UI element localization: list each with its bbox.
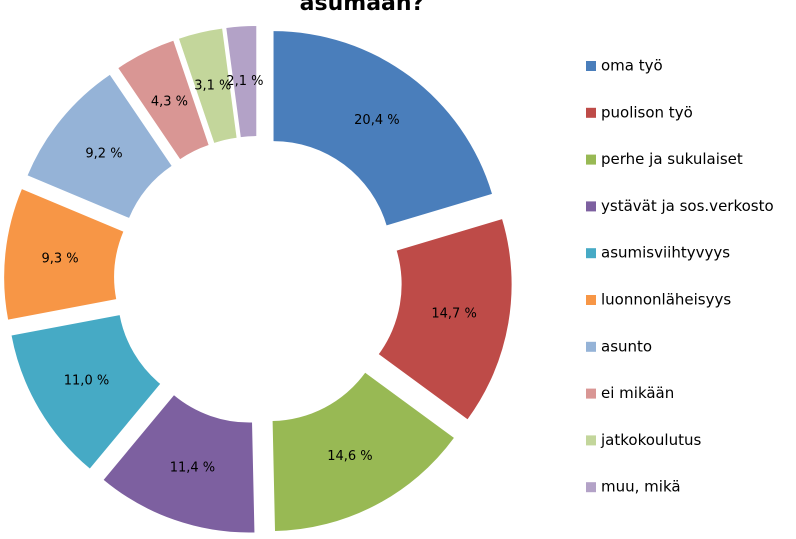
- legend-swatch: [586, 388, 596, 399]
- legend-swatch: [586, 61, 596, 71]
- donut-slice: [4, 189, 124, 320]
- legend-label: asumisviihtyvyys: [601, 244, 730, 262]
- legend-label: perhe ja sukulaiset: [601, 150, 743, 168]
- donut-slice: [272, 372, 454, 532]
- donut-slice: [11, 315, 161, 469]
- legend-swatch: [586, 482, 596, 493]
- legend-swatch: [586, 248, 596, 259]
- donut-slice: [118, 40, 209, 160]
- donut-slice: [378, 219, 512, 420]
- legend-swatch: [586, 201, 596, 212]
- legend-label: oma työ: [601, 57, 663, 75]
- chart-title: asumaan?: [300, 0, 425, 16]
- data-label: 20,4 %: [354, 113, 399, 128]
- data-label: 9,3 %: [42, 252, 79, 267]
- data-label: 11,0 %: [64, 373, 109, 388]
- donut-slice: [103, 395, 255, 533]
- legend-label: asunto: [601, 337, 652, 355]
- data-label: 3,1 %: [194, 79, 231, 94]
- data-label: 2,1 %: [226, 74, 263, 89]
- legend-swatch: [586, 107, 596, 118]
- legend-swatch: [586, 435, 596, 446]
- data-label: 14,7 %: [431, 306, 476, 321]
- donut-slice: [178, 28, 237, 143]
- legend-label: ei mikään: [601, 384, 674, 402]
- legend-label: ystävät ja sos.verkosto: [601, 197, 774, 215]
- legend-label: luonnonläheisyys: [601, 291, 731, 309]
- data-label: 4,3 %: [151, 94, 188, 109]
- donut-slice: [226, 26, 257, 138]
- legend-swatch: [586, 341, 596, 352]
- donut-slice: [27, 74, 172, 218]
- legend-swatch: [586, 154, 596, 165]
- donut-slice: [273, 31, 492, 226]
- data-label: 14,6 %: [327, 449, 372, 464]
- legend-label: jatkokoulutus: [600, 431, 701, 449]
- legend-label: muu, mikä: [601, 478, 681, 496]
- data-label: 11,4 %: [170, 460, 215, 475]
- data-label: 9,2 %: [85, 146, 122, 161]
- legend-label: puolison työ: [601, 103, 693, 121]
- legend-swatch: [586, 295, 596, 305]
